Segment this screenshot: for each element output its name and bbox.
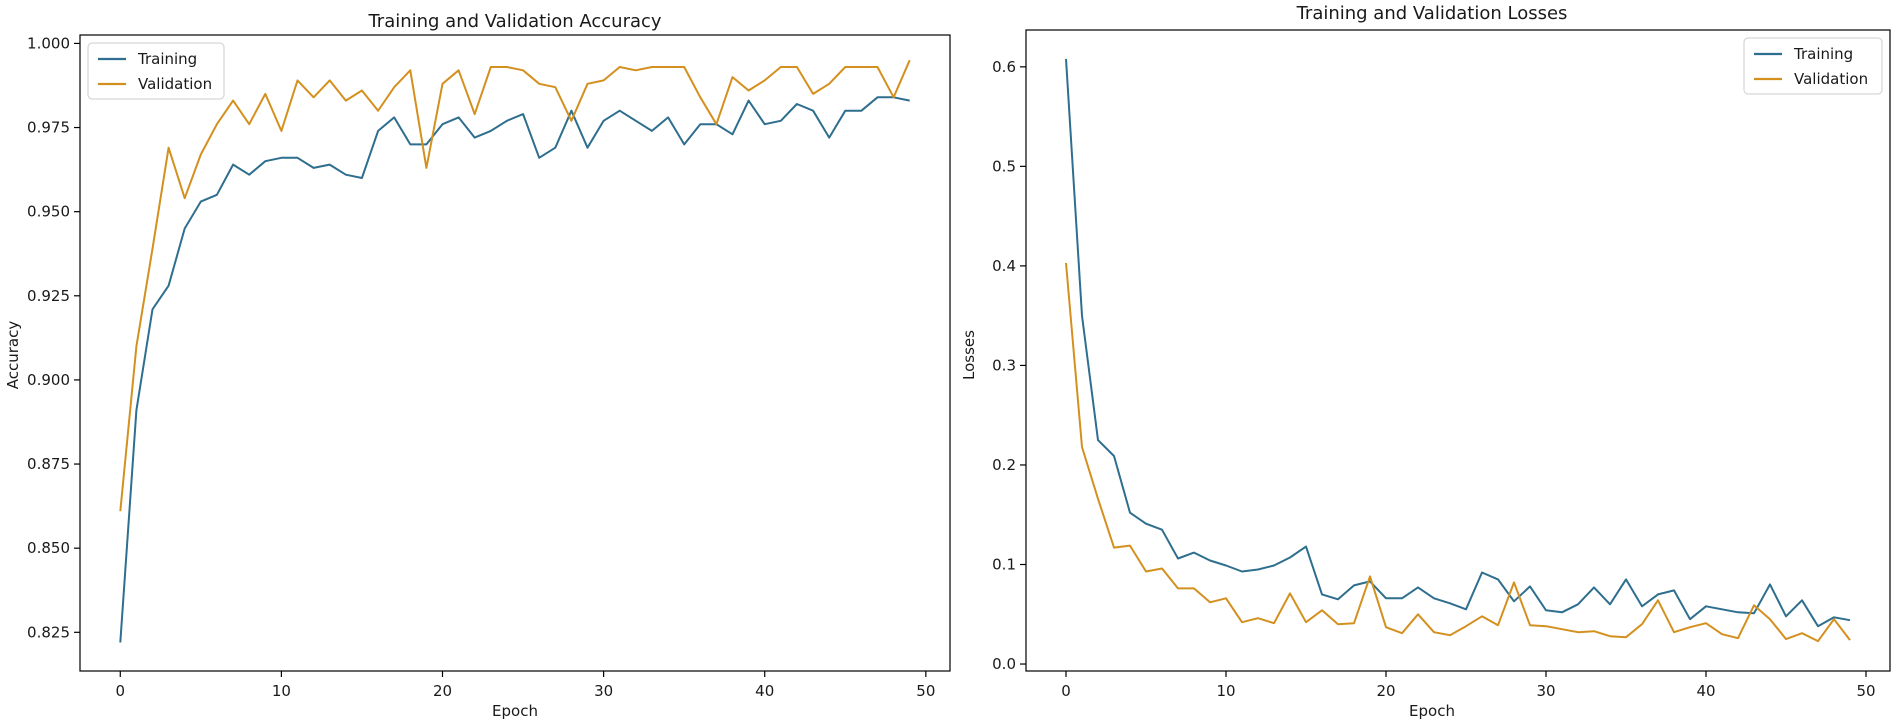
y-tick-label: 0.900	[27, 371, 70, 389]
series-line-validation	[1065, 262, 1851, 643]
x-axis-label: Epoch	[492, 702, 538, 720]
legend-label-training: Training	[137, 50, 197, 68]
axis-ticks: 0 10 20 30 40 50 0.825 0.850 0.875 0.900 0.925 0.95…	[27, 34, 935, 700]
y-tick-label: 0.4	[992, 257, 1016, 275]
y-tick-label: 0.825	[27, 623, 70, 641]
plot-frame	[1025, 29, 1891, 672]
y-tick-label: 0.950	[27, 203, 70, 221]
chart-title: Training and Validation Accuracy	[367, 11, 661, 32]
x-tick-label: 40	[755, 682, 774, 700]
losses-chart: Training and Validation Losses Epoch Los…	[960, 3, 1891, 720]
x-tick-label: 30	[1536, 682, 1555, 700]
x-tick-label: 30	[594, 682, 613, 700]
y-tick-label: 0.2	[992, 456, 1016, 474]
y-tick-label: 0.925	[27, 287, 70, 305]
x-tick-label: 40	[1696, 682, 1715, 700]
x-tick-label: 20	[433, 682, 452, 700]
accuracy-chart: Training and Validation Accuracy Epoch A…	[4, 11, 951, 720]
legend-label-training: Training	[1793, 45, 1853, 63]
x-axis-label: Epoch	[1409, 702, 1455, 720]
series-line-training	[119, 96, 910, 643]
y-tick-label: 0.1	[992, 555, 1016, 573]
y-axis-label: Losses	[960, 330, 978, 380]
y-tick-label: 0.875	[27, 455, 70, 473]
series-line-validation	[119, 59, 911, 512]
x-tick-label: 50	[1856, 682, 1875, 700]
y-axis-label: Accuracy	[4, 321, 22, 390]
series-line-training	[1065, 58, 1851, 628]
y-tick-label: 0.850	[27, 539, 70, 557]
y-tick-label: 0.975	[27, 119, 70, 137]
legend-label-validation: Validation	[1794, 70, 1868, 88]
y-tick-label: 0.3	[992, 356, 1016, 374]
y-tick-label: 0.0	[992, 655, 1016, 673]
series-lines	[119, 59, 911, 643]
x-tick-label: 0	[116, 682, 126, 700]
x-tick-label: 0	[1061, 682, 1071, 700]
y-tick-label: 1.000	[27, 34, 70, 52]
axis-ticks: 0 10 20 30 40 50 0.0 0.1 0.2 0.3 0.4 0.5 0.6	[992, 58, 1875, 700]
x-tick-label: 10	[1216, 682, 1235, 700]
legend-label-validation: Validation	[138, 75, 212, 93]
series-lines	[1065, 58, 1851, 643]
legend: Training Validation	[87, 42, 225, 100]
chart-title: Training and Validation Losses	[1296, 3, 1568, 24]
plot-frame	[79, 34, 951, 672]
y-tick-label: 0.6	[992, 58, 1016, 76]
legend: Training Validation	[1743, 37, 1883, 95]
x-tick-label: 50	[916, 682, 935, 700]
x-tick-label: 10	[272, 682, 291, 700]
y-tick-label: 0.5	[992, 157, 1016, 175]
x-tick-label: 20	[1376, 682, 1395, 700]
